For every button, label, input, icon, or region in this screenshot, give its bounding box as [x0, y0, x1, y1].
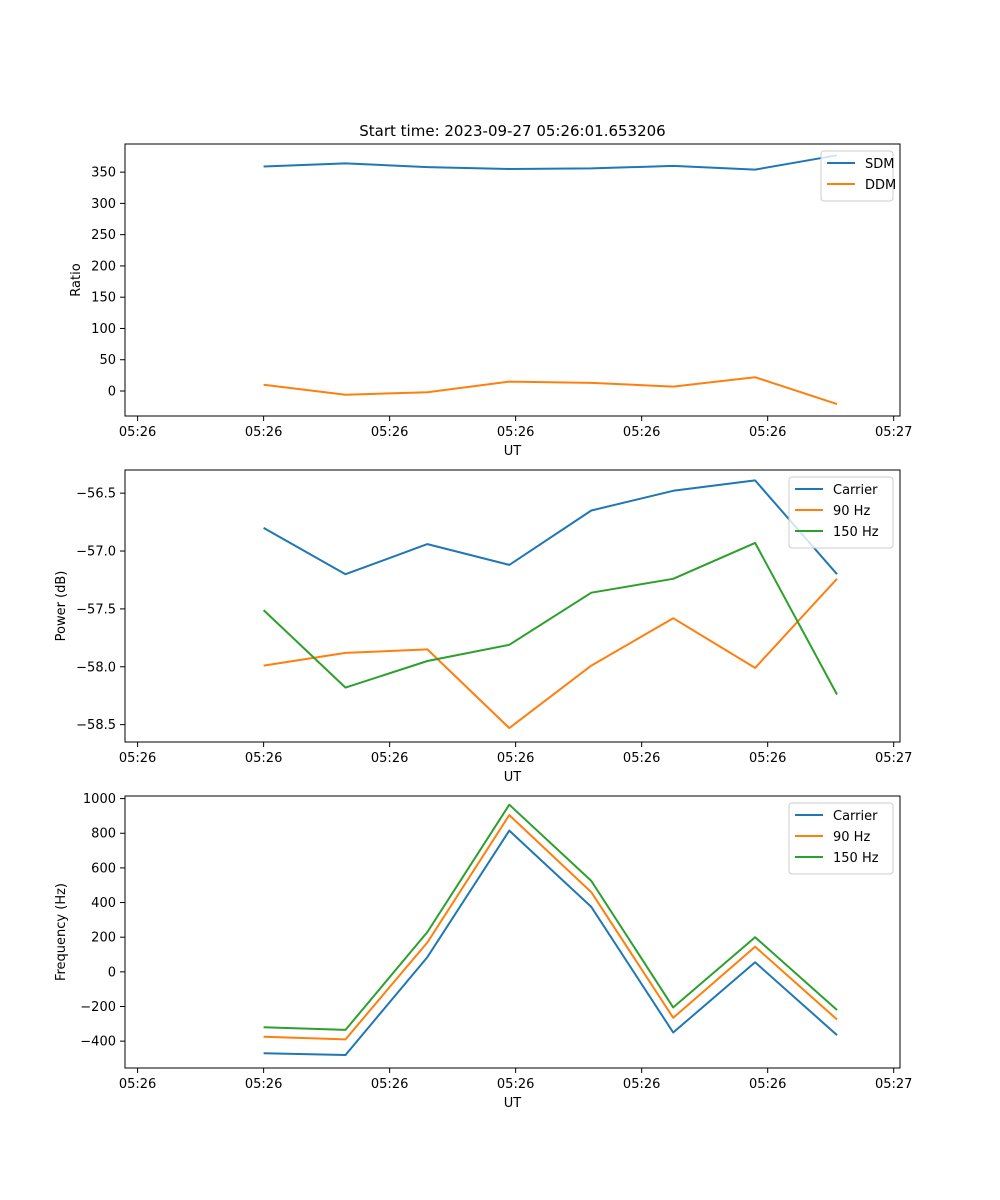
legend-label: 150 Hz: [833, 851, 879, 866]
legend-label: Carrier: [833, 809, 878, 824]
x-tick-label: 05:27: [875, 751, 912, 766]
y-tick-label: −57.0: [76, 545, 116, 560]
x-tick-label: 05:26: [371, 425, 408, 440]
y-tick-label: 300: [91, 197, 116, 212]
chart-panel-2: 05:26 05:26 05:26 05:26 05:26 05:26 05:27 −58.5…: [54, 469, 912, 785]
y-axis-label: Frequency (Hz): [54, 883, 69, 981]
y-tick-label: 800: [91, 827, 116, 842]
legend-label: DDM: [865, 178, 896, 193]
x-tick-label: 05:26: [749, 751, 786, 766]
legend: Carrier 90 Hz 150 Hz: [788, 802, 894, 875]
legend-label: 90 Hz: [833, 504, 870, 519]
y-tick-label: 0: [108, 384, 116, 399]
x-axis-label: UT: [504, 770, 522, 785]
x-axis-label: UT: [504, 1096, 522, 1111]
chart-title: Start time: 2023-09-27 05:26:01.653206: [359, 122, 665, 140]
legend: SDM DDM: [820, 150, 896, 202]
y-axis-label: Power (dB): [54, 571, 69, 642]
plot-frame: [124, 469, 901, 743]
legend: Carrier 90 Hz 150 Hz: [788, 476, 894, 549]
series-line-150-hz: [262, 541, 838, 695]
legend-label: 90 Hz: [833, 830, 870, 845]
x-tick-label: 05:26: [623, 1077, 660, 1092]
y-tick-label: 200: [91, 931, 116, 946]
x-tick-label: 05:26: [371, 1077, 408, 1092]
legend-label: Carrier: [833, 483, 878, 498]
y-tick-label: 250: [91, 228, 116, 243]
y-tick-label: 50: [99, 353, 116, 368]
y-tick-label: −58.5: [76, 718, 116, 733]
x-tick-label: 05:26: [749, 425, 786, 440]
y-tick-label: 0: [108, 965, 116, 980]
series-line-carrier: [263, 829, 838, 1056]
x-tick-label: 05:26: [119, 1077, 156, 1092]
x-tick-label: 05:26: [749, 1077, 786, 1092]
x-tick-label: 05:26: [497, 751, 534, 766]
series-line-150-hz: [263, 803, 838, 1031]
y-tick-label: 1000: [83, 792, 116, 807]
x-tick-label: 05:27: [875, 1077, 912, 1092]
y-tick-label: 150: [91, 291, 116, 306]
y-tick-label: 600: [91, 861, 116, 876]
x-tick-label: 05:27: [875, 425, 912, 440]
y-tick-label: 350: [91, 166, 116, 181]
x-tick-label: 05:26: [119, 425, 156, 440]
x-tick-label: 05:26: [245, 1077, 282, 1092]
plot-frame: [124, 795, 901, 1069]
series-line-ddm: [263, 376, 838, 406]
x-tick-label: 05:26: [371, 751, 408, 766]
series-line-sdm: [263, 154, 838, 171]
series-line-90-hz: [263, 814, 838, 1041]
plot-frame: [124, 143, 901, 417]
y-tick-label: 100: [91, 322, 116, 337]
x-tick-label: 05:26: [497, 1077, 534, 1092]
x-axis-label: UT: [504, 444, 522, 459]
legend-label: 150 Hz: [833, 525, 879, 540]
y-tick-label: −400: [80, 1035, 116, 1050]
x-tick-label: 05:26: [119, 751, 156, 766]
y-tick-label: −58.0: [76, 660, 116, 675]
y-tick-label: −57.5: [76, 602, 116, 617]
chart-panel-3: 05:26 05:26 05:26 05:26 05:26 05:26 05:27 −400 −…: [54, 792, 912, 1111]
series-line-carrier: [263, 479, 838, 576]
x-tick-label: 05:26: [245, 751, 282, 766]
x-tick-label: 05:26: [245, 425, 282, 440]
y-tick-label: −200: [80, 1000, 116, 1015]
y-axis-label: Ratio: [69, 263, 84, 296]
y-tick-label: −56.5: [76, 487, 116, 502]
x-tick-label: 05:26: [497, 425, 534, 440]
y-tick-label: 400: [91, 896, 116, 911]
legend-label: SDM: [865, 157, 894, 172]
chart-panel-1: 05:26 05:26 05:26 05:26 05:26 05:26 05:27 0 50 10…: [69, 122, 912, 459]
series-line-90-hz: [263, 578, 838, 730]
y-tick-label: 200: [91, 259, 116, 274]
x-tick-label: 05:26: [623, 751, 660, 766]
x-tick-label: 05:26: [623, 425, 660, 440]
